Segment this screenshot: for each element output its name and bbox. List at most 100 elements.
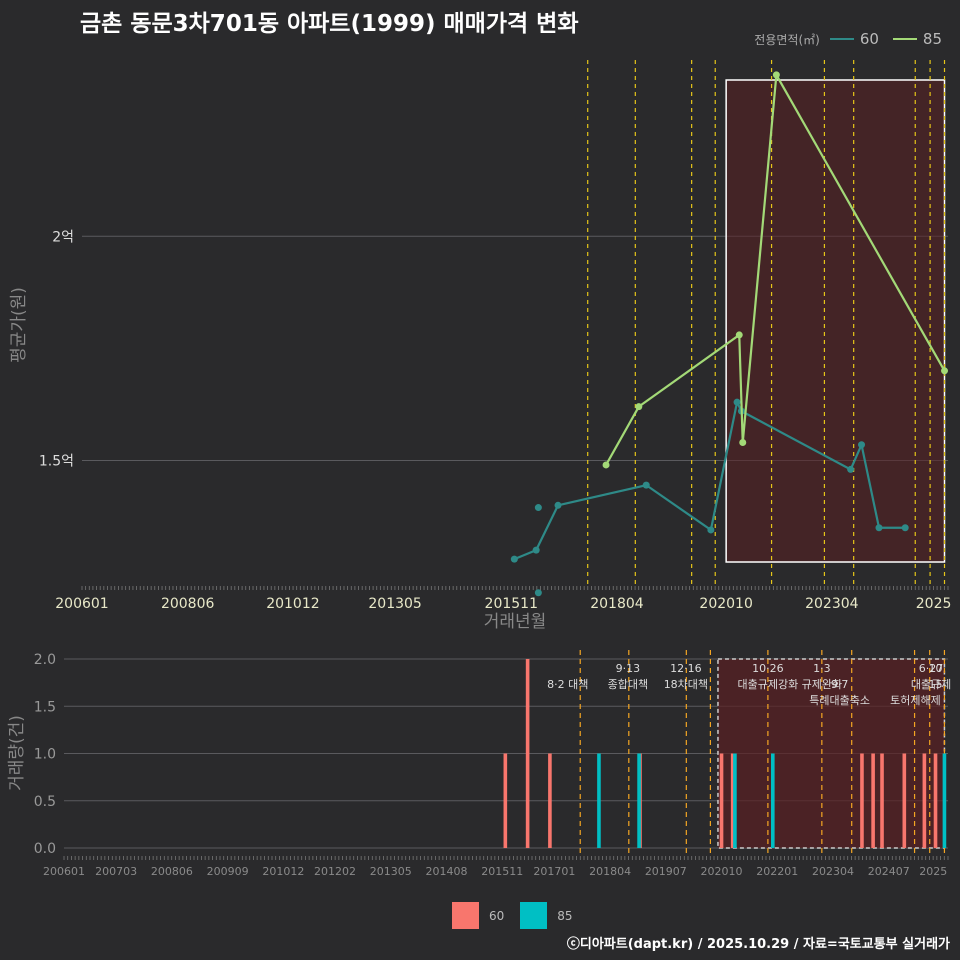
policy-annotation: 12·16 (670, 662, 702, 675)
bar-85 (733, 753, 737, 848)
x-tick-label: 2025 (916, 596, 952, 612)
policy-annotation: 6·27 (919, 662, 944, 675)
bar-60 (548, 753, 552, 848)
data-point-60 (858, 441, 866, 449)
bar-x-tick-label: 201305 (370, 865, 412, 878)
legend-key-60 (829, 38, 854, 40)
policy-annotation: 18차대책 (664, 678, 708, 691)
x-tick-label: 201012 (266, 596, 319, 612)
x-axis-title: 거래년월 (484, 612, 547, 632)
policy-annotation: 10 (929, 662, 943, 675)
bar-x-tick-label: 202010 (701, 865, 743, 878)
bar-y-tick-label: 0.5 (34, 794, 56, 810)
data-point-85 (941, 367, 949, 375)
policy-annotation: 10·26 (752, 662, 784, 675)
series-line-85 (605, 71, 946, 466)
data-point-60 (707, 526, 715, 534)
bar-60 (871, 753, 875, 848)
bar-x-tick-label: 200601 (43, 865, 85, 878)
bar-highlight-region (717, 658, 946, 849)
bar-x-tick-label: 202201 (756, 865, 798, 878)
x-tick-label: 201511 (485, 596, 538, 612)
bar-x-tick-label: 202407 (868, 865, 910, 878)
policy-annotation: 15 (929, 678, 943, 691)
legend-bar-label-85: 85 (557, 908, 573, 923)
bar-x-tick-label: 2025 (919, 865, 947, 878)
legend-title: 전용면적(㎡) (754, 32, 820, 47)
data-point-60 (847, 465, 855, 473)
y-axis-title: 평균가(원) (9, 287, 29, 363)
highlight-region (725, 79, 946, 563)
x-tick-label: 201804 (590, 596, 644, 612)
data-point-60 (510, 555, 518, 563)
data-point-85 (635, 403, 643, 411)
x-tick-label: 202304 (805, 596, 859, 612)
bar-60 (902, 753, 907, 848)
bar-85 (637, 753, 641, 848)
legend-swatch-60 (452, 902, 479, 929)
policy-annotation: 토허제해제 (890, 693, 941, 707)
data-point-60 (642, 481, 650, 489)
top-legend: 전용면적(㎡) 60 85 (754, 30, 950, 48)
bar-y-tick-label: 1.0 (34, 747, 56, 763)
policy-annotation: 대출규제강화 (738, 678, 799, 691)
legend-key-85 (892, 38, 917, 40)
policy-annotation: 1·3 (813, 662, 831, 675)
policy-annotation: 9·7 (831, 678, 849, 691)
bar-x-tick-label: 201511 (481, 865, 523, 878)
data-point-60 (534, 504, 542, 512)
bar-y-axis-title: 거래량(건) (7, 715, 27, 791)
policy-annotation: 특례대출축소 (809, 694, 870, 707)
bar-60 (860, 753, 864, 848)
bar-y-tick-label: 1.5 (34, 699, 56, 715)
legend-bar-label-60: 60 (489, 908, 505, 923)
y-tick-label: 2억 (52, 229, 74, 245)
data-point-60 (875, 524, 883, 532)
policy-annotation: 대출규제 (911, 678, 951, 691)
bar-60 (503, 753, 508, 848)
legend-label-60: 60 (859, 30, 879, 48)
data-point-85 (739, 439, 747, 447)
bar-x-tick-label: 202304 (812, 865, 854, 878)
y-tick-label: 1.5억 (39, 453, 74, 469)
policy-annotation: 종합대책 (608, 678, 648, 691)
bar-60 (922, 753, 927, 848)
bar-y-tick-label: 0.0 (34, 841, 56, 857)
bar-x-tick-label: 201202 (314, 865, 356, 878)
data-point-85 (735, 331, 743, 339)
x-tick-label: 200806 (161, 596, 215, 612)
bar-85 (597, 753, 601, 848)
bar-y-tick-label: 2.0 (34, 652, 56, 668)
bar-60 (525, 659, 530, 848)
data-point-60 (901, 524, 909, 532)
data-point-60 (733, 398, 741, 406)
data-point-85 (602, 461, 610, 469)
bar-x-tick-label: 200909 (207, 865, 249, 878)
legend-swatch-85 (520, 902, 548, 929)
credit-text: ⓒ디아파트(dapt.kr) / 2025.10.29 / 자료=국토교통부 실… (566, 937, 950, 952)
bar-60 (933, 753, 938, 848)
legend-label-85: 85 (922, 30, 942, 48)
data-point-60 (534, 589, 542, 597)
data-point-60 (532, 546, 540, 554)
bar-85 (771, 753, 775, 848)
bar-60 (730, 753, 735, 848)
policy-annotation: 규제완화 (802, 678, 842, 691)
policy-annotation: 9·13 (616, 662, 641, 675)
x-tick-label: 200601 (55, 596, 108, 612)
bar-x-tick-label: 201408 (425, 865, 467, 878)
policy-annotation: 8·2 대책 (547, 678, 588, 691)
data-point-85 (772, 71, 780, 79)
bar-60 (719, 753, 724, 848)
bar-x-tick-label: 201701 (533, 865, 575, 878)
bar-x-tick-label: 200806 (151, 865, 193, 878)
bar-x-tick-label: 201907 (645, 865, 687, 878)
bar-x-tick-label: 201012 (262, 865, 304, 878)
x-tick-label: 202010 (699, 596, 752, 612)
bar-x-tick-label: 200703 (95, 865, 137, 878)
bar-85 (942, 753, 947, 848)
bottom-legend: 60 85 (452, 902, 573, 929)
x-tick-label: 201305 (368, 596, 421, 612)
bar-60 (880, 753, 884, 848)
chart-title: 금촌 동문3차701동 아파트(1999) 매매가격 변화 (80, 11, 579, 37)
